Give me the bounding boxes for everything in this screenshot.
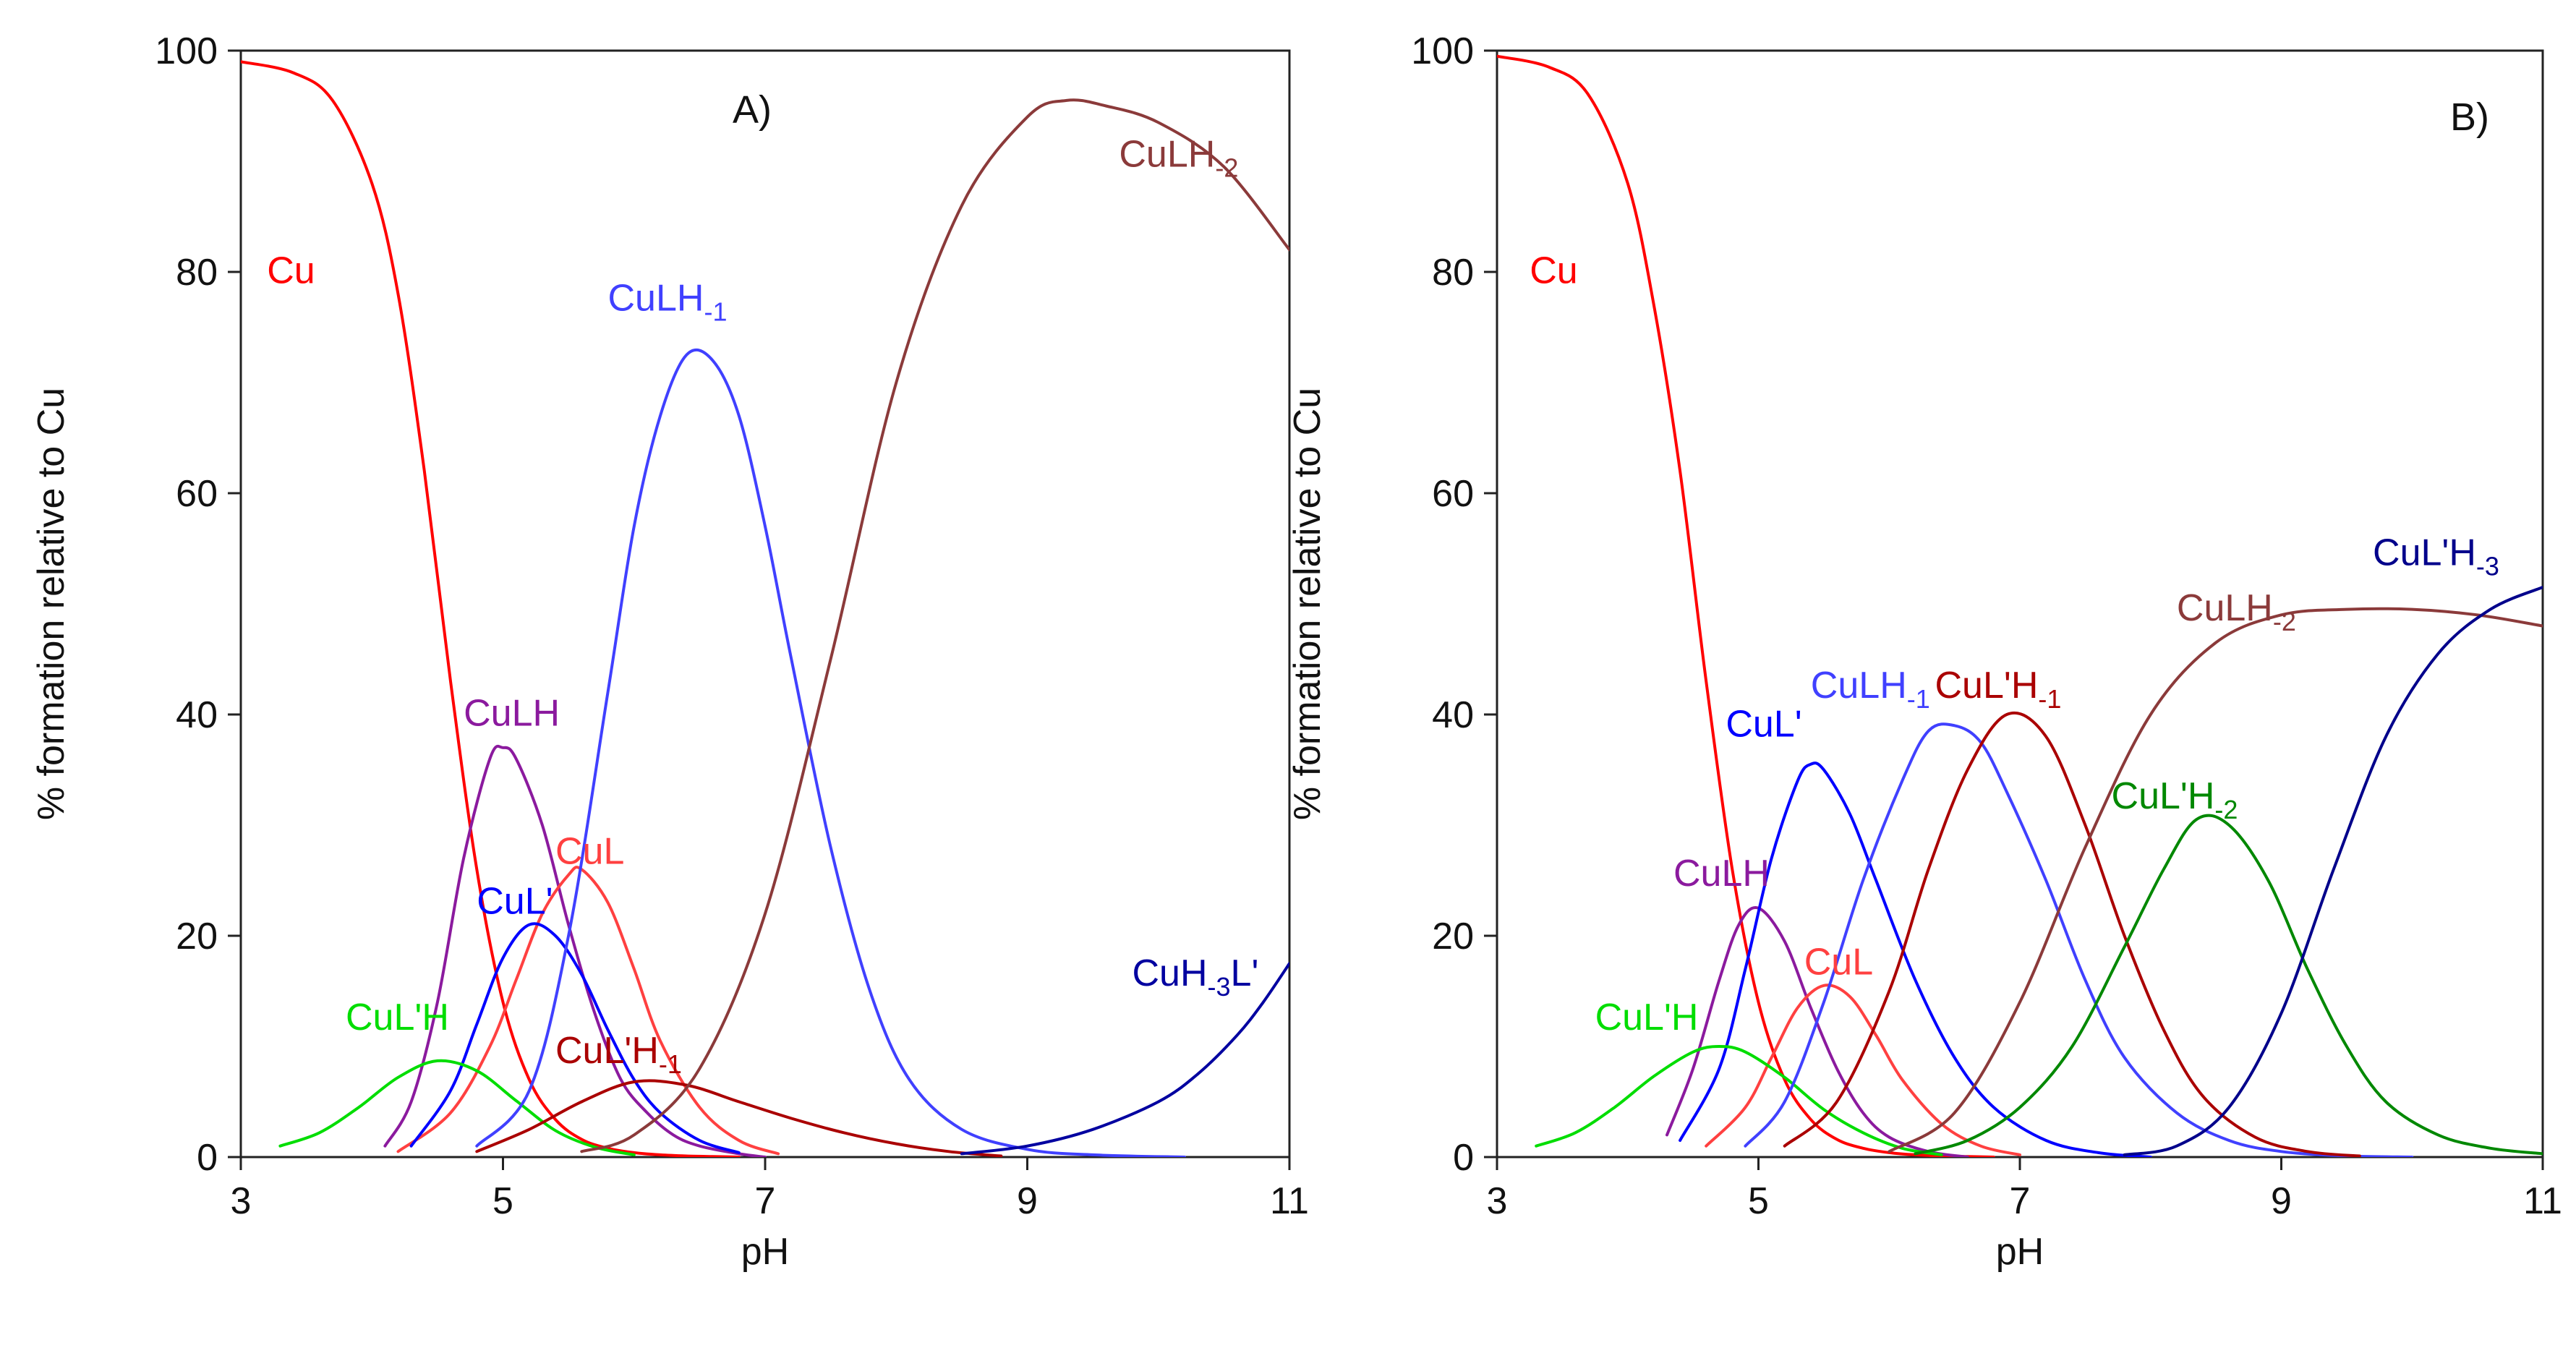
series-label-3: CuL' (477, 880, 553, 922)
series-label-8: CuH-3L' (1133, 952, 1259, 1002)
series-line-4 (278, 1059, 636, 1156)
series-lines (1497, 54, 2543, 1157)
series-label-9: CuL'H-3 (2373, 532, 2499, 581)
series-line-5 (1744, 722, 2414, 1157)
series-label-1: CuLH (1673, 853, 1770, 895)
series-label-5: CuLH-1 (1811, 665, 1930, 714)
y-tick-label: 100 (155, 30, 218, 72)
series-line-9 (2123, 586, 2543, 1156)
y-tick-label: 80 (176, 252, 218, 294)
series-label-6: CuL'H-1 (1935, 665, 2062, 714)
panel-label: A) (733, 88, 772, 132)
series-line-7 (580, 98, 1289, 1153)
chart-panel-b: 3 5 7 9 11 0 20 40 60 80 100 pH % formation relative… (1287, 30, 2562, 1273)
y-tick-label: 60 (176, 473, 218, 515)
series-label-6: CuLH-1 (608, 278, 728, 327)
series-label-7: CuLH-2 (2177, 587, 2296, 636)
series-line-8 (1914, 814, 2543, 1156)
series-label-4: CuL'H (346, 997, 449, 1038)
y-tick-label: 20 (176, 916, 218, 957)
x-tick-label: 3 (1487, 1180, 1508, 1222)
series-line-2 (1705, 984, 2021, 1156)
series-line-6 (1783, 711, 2361, 1157)
x-tick-label: 7 (2010, 1180, 2031, 1222)
series-label-4: CuL'H (1595, 997, 1699, 1038)
y-axis-label: % formation relative to Cu (30, 388, 72, 820)
y-axis-label: % formation relative to Cu (1287, 388, 1328, 820)
series-line-3 (1679, 761, 2152, 1157)
series-lines (241, 60, 1289, 1157)
series-label-0: Cu (1530, 249, 1577, 291)
x-tick-label: 9 (2271, 1180, 2292, 1222)
series-label-1: CuLH (464, 692, 560, 734)
y-tick-label: 80 (1432, 252, 1474, 294)
series-line-0 (1497, 54, 1995, 1157)
y-tick-label: 0 (1453, 1137, 1474, 1179)
series-line-1 (1666, 905, 1969, 1157)
x-tick-label: 11 (2523, 1180, 2562, 1222)
x-axis-label: pH (741, 1231, 789, 1273)
x-tick-label: 3 (231, 1180, 252, 1222)
y-tick-label: 0 (197, 1137, 218, 1179)
series-label-8: CuL'H-2 (2112, 775, 2238, 824)
x-tick-label: 7 (755, 1180, 776, 1222)
series-label-5: CuL'H-1 (555, 1030, 682, 1079)
series-line-8 (960, 962, 1289, 1156)
series-label-7: CuLH-2 (1119, 134, 1238, 183)
x-tick-label: 5 (1748, 1180, 1769, 1222)
y-tick-label: 60 (1432, 473, 1474, 515)
series-line-7 (1888, 607, 2543, 1153)
series-line-1 (383, 744, 767, 1157)
panel-label: B) (2450, 95, 2489, 139)
chart-panel-a: 3 5 7 9 11 0 20 40 60 80 100 pH % formation relative… (30, 30, 1309, 1273)
series-line-4 (1535, 1045, 1943, 1156)
y-tick-label: 40 (1432, 694, 1474, 736)
plot-frame (1496, 49, 2544, 1159)
x-tick-label: 9 (1017, 1180, 1038, 1222)
y-tick-label: 100 (1411, 30, 1474, 72)
series-line-0 (241, 60, 741, 1157)
series-label-2: CuL (555, 831, 624, 873)
x-axis-label: pH (1996, 1231, 2044, 1273)
series-label-0: Cu (267, 249, 315, 291)
series-line-6 (475, 348, 1186, 1157)
series-label-2: CuL (1804, 942, 1873, 984)
x-tick-label: 5 (492, 1180, 513, 1222)
y-tick-label: 40 (176, 694, 218, 736)
x-tick-label: 11 (1270, 1180, 1309, 1222)
y-tick-label: 20 (1432, 916, 1474, 957)
series-line-5 (475, 1079, 1003, 1157)
series-label-3: CuL' (1726, 704, 1801, 746)
